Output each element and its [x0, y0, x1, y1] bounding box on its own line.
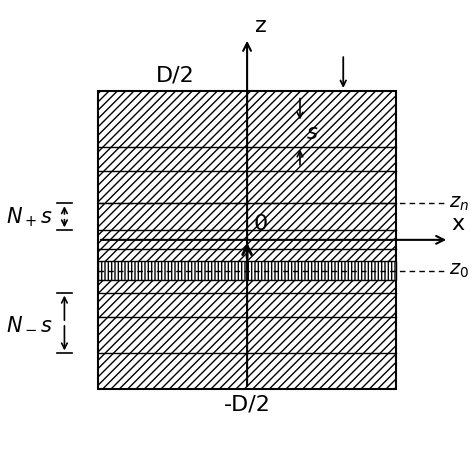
Bar [98, 91, 396, 389]
Text: -D/2: -D/2 [224, 395, 271, 415]
Text: $z_0$: $z_0$ [449, 261, 469, 280]
Bar [98, 91, 396, 389]
Text: D/2: D/2 [155, 65, 194, 85]
Bar [98, 261, 396, 280]
Bar [98, 261, 396, 280]
Text: $N_+s$: $N_+s$ [6, 205, 53, 228]
Text: $z_n$: $z_n$ [449, 194, 469, 213]
Text: $N_-s$: $N_-s$ [6, 313, 53, 333]
Text: 0: 0 [254, 214, 268, 234]
Text: s: s [307, 123, 318, 143]
Text: x: x [451, 214, 464, 234]
Text: z: z [255, 16, 266, 36]
